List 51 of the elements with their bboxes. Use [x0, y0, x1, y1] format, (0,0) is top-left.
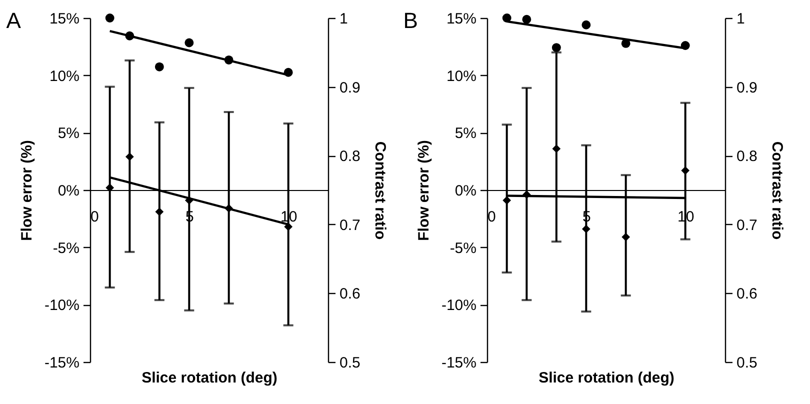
y2-axis-title: Contrast ratio	[768, 141, 786, 240]
point	[106, 184, 114, 192]
y2-tick-label: 0.5	[340, 354, 360, 372]
chart-title: A	[6, 8, 22, 33]
x-tick-label: 0	[488, 208, 496, 226]
y-tick-label: -10%	[44, 297, 80, 314]
y2-tick-label: 0.6	[340, 286, 360, 303]
y2-tick-label: 0.8	[340, 148, 360, 166]
point	[155, 208, 164, 216]
y2-tick-label: 1	[340, 10, 348, 28]
y2-tick-label: 0.8	[736, 148, 758, 166]
y-tick-label: -15%	[44, 354, 80, 372]
point	[502, 196, 512, 205]
y-tick-label: 10%	[446, 68, 476, 85]
y2-tick-label: 0.9	[340, 79, 360, 96]
point	[582, 224, 590, 234]
y-tick-label: -15%	[441, 354, 476, 372]
y2-tick-label: 0.6	[736, 286, 758, 303]
y-tick-label: 5%	[58, 125, 80, 142]
y-tick-label: -5%	[52, 240, 80, 257]
point	[552, 144, 561, 153]
point	[552, 43, 561, 52]
y-tick-label: -10%	[441, 297, 476, 314]
y2-tick-label: 1	[736, 10, 745, 28]
y-tick-label: -5%	[450, 240, 476, 257]
x-axis-title: Slice rotation (deg)	[538, 370, 674, 386]
point	[681, 166, 690, 175]
point	[105, 14, 114, 22]
y2-tick-label: 0.7	[340, 216, 360, 234]
y2-tick-label: 0.5	[736, 354, 758, 372]
y2-tick-label: 0.9	[736, 79, 758, 96]
y-axis-title: Flow error (%)	[415, 140, 432, 241]
y-axis-title: Flow error (%)	[18, 140, 36, 241]
y-tick-label: 0%	[454, 182, 476, 200]
point	[154, 62, 164, 72]
y-tick-label: 5%	[454, 125, 476, 142]
x-axis-title: Slice rotation (deg)	[142, 370, 278, 386]
point	[622, 232, 630, 242]
y-tick-label: 15%	[49, 10, 80, 28]
point	[582, 20, 591, 30]
point	[502, 14, 512, 22]
point	[184, 38, 194, 48]
y2-tick-label: 0.7	[736, 216, 758, 234]
x-tick-label: 0	[90, 208, 99, 226]
y-tick-label: 10%	[49, 68, 80, 85]
y-tick-label: 15%	[446, 10, 476, 28]
y-tick-label: 0%	[58, 182, 80, 200]
chart-title: B	[403, 8, 418, 33]
y2-axis-title: Contrast ratio	[371, 141, 388, 240]
point	[522, 14, 532, 24]
point	[125, 152, 134, 161]
